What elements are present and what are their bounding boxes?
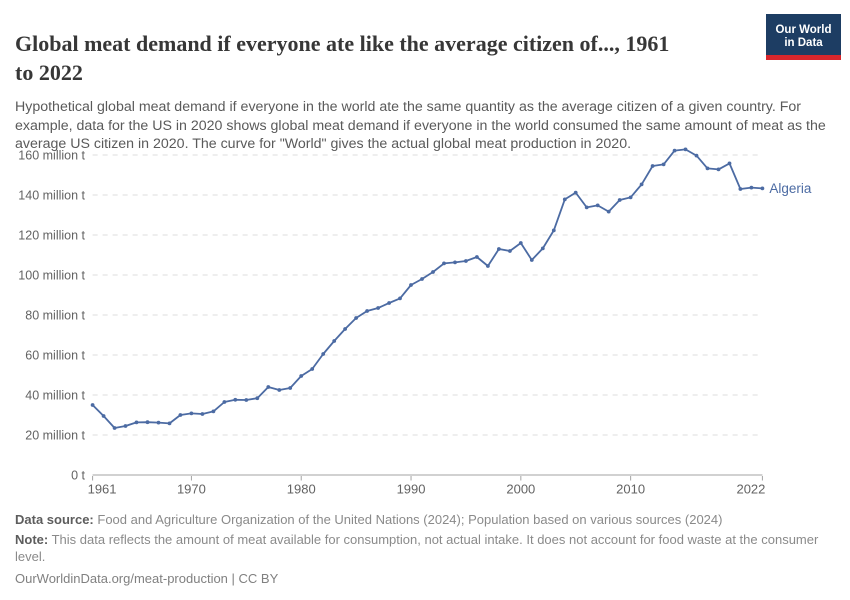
x-axis-label: 2010 (616, 482, 645, 497)
x-axis-label: 2000 (506, 482, 535, 497)
data-point[interactable] (145, 420, 150, 425)
data-point[interactable] (672, 148, 677, 153)
y-axis-label: 80 million t (25, 309, 85, 323)
owid-logo-line1: Our World (775, 24, 832, 36)
x-axis-label: 1970 (177, 482, 206, 497)
data-point[interactable] (628, 195, 633, 200)
data-point[interactable] (573, 190, 578, 195)
data-point[interactable] (123, 424, 128, 428)
data-point[interactable] (101, 414, 106, 418)
chart-subtitle: Hypothetical global meat demand if every… (15, 99, 826, 153)
data-point[interactable] (738, 187, 743, 191)
data-point[interactable] (354, 316, 358, 320)
data-point[interactable] (617, 198, 622, 202)
data-point[interactable] (343, 327, 347, 331)
data-point[interactable] (442, 261, 446, 266)
data-point[interactable] (167, 421, 172, 426)
data-source-text: Food and Agriculture Organization of the… (97, 512, 723, 527)
owid-logo[interactable]: Our World in Data (766, 14, 841, 60)
y-axis-label: 0 t (71, 469, 85, 483)
data-point[interactable] (299, 374, 304, 378)
data-point[interactable] (200, 412, 205, 416)
data-point[interactable] (431, 270, 435, 274)
page-title: Global meat demand if everyone ate like … (15, 29, 760, 87)
data-point[interactable] (156, 420, 161, 425)
y-axis-label: 40 million t (25, 389, 85, 403)
chart-footer: Data source: Food and Agriculture Organi… (15, 511, 837, 587)
data-point[interactable] (508, 249, 512, 253)
data-point[interactable] (705, 166, 710, 171)
data-point[interactable] (694, 153, 699, 158)
data-point[interactable] (683, 147, 688, 152)
data-point[interactable] (398, 296, 402, 301)
data-point[interactable] (233, 397, 238, 402)
data-point[interactable] (551, 228, 556, 233)
note-row: Note: This data reflects the amount of m… (15, 531, 837, 565)
data-source-row: Data source: Food and Agriculture Organi… (15, 511, 837, 528)
data-point[interactable] (376, 306, 380, 310)
data-point[interactable] (595, 203, 600, 208)
y-axis-label: 140 million t (18, 189, 85, 203)
data-point[interactable] (255, 396, 260, 401)
data-point[interactable] (606, 209, 611, 214)
data-point[interactable] (310, 367, 315, 371)
data-point[interactable] (387, 301, 391, 305)
data-source-label: Data source: (15, 512, 94, 527)
owid-logo-red-strip (766, 55, 841, 60)
data-point[interactable] (90, 403, 95, 407)
data-point[interactable] (562, 197, 567, 202)
series-label-algeria[interactable]: Algeria (769, 181, 812, 196)
y-axis-label: 160 million t (18, 149, 85, 163)
data-point[interactable] (178, 413, 183, 417)
data-point[interactable] (409, 283, 413, 287)
chart-canvas: 0 t 20 million t 40 million t 60 million t 8… (18, 147, 812, 497)
data-point[interactable] (365, 309, 369, 313)
data-point[interactable] (584, 205, 589, 210)
data-point[interactable] (486, 264, 490, 268)
data-point[interactable] (453, 260, 457, 265)
y-axis-label: 120 million t (18, 229, 85, 243)
data-point[interactable] (288, 386, 293, 390)
data-point[interactable] (749, 185, 754, 190)
data-point[interactable] (222, 400, 227, 404)
data-point[interactable] (332, 339, 337, 343)
data-point[interactable] (475, 255, 479, 259)
data-point[interactable] (134, 420, 139, 425)
data-point[interactable] (189, 411, 194, 416)
page-title-line1: Global meat demand if everyone ate like … (15, 30, 670, 56)
data-point[interactable] (529, 258, 534, 262)
data-point[interactable] (716, 167, 721, 172)
data-point[interactable] (760, 186, 765, 191)
data-point[interactable] (244, 398, 249, 402)
data-point[interactable] (661, 162, 666, 167)
y-axis-label: 100 million t (18, 269, 85, 283)
data-point[interactable] (518, 241, 523, 245)
data-point[interactable] (112, 426, 117, 430)
data-point[interactable] (420, 277, 424, 281)
data-point[interactable] (639, 182, 644, 187)
data-point[interactable] (277, 388, 282, 392)
data-point[interactable] (464, 259, 468, 263)
data-point[interactable] (321, 352, 326, 356)
data-point[interactable] (497, 247, 501, 251)
x-axis-label: 2022 (736, 482, 765, 497)
x-axis-label: 1990 (397, 482, 426, 497)
page-title-line2: to 2022 (15, 59, 83, 85)
note-label: Note: (15, 532, 49, 547)
data-point[interactable] (540, 246, 545, 251)
note-text: This data reflects the amount of meat av… (15, 532, 819, 564)
x-axis-label: 1980 (287, 482, 316, 497)
data-point[interactable] (650, 164, 655, 168)
citation-link[interactable]: OurWorldinData.org/meat-production | CC … (15, 571, 279, 586)
owid-logo-line2: in Data (784, 37, 823, 49)
data-point[interactable] (727, 161, 732, 166)
data-point[interactable] (211, 409, 216, 414)
x-axis-label: 1961 (88, 482, 117, 497)
data-point[interactable] (266, 385, 271, 389)
y-axis-label: 60 million t (25, 349, 85, 363)
algeria-line[interactable] (91, 148, 764, 429)
y-axis-label: 20 million t (25, 429, 85, 443)
